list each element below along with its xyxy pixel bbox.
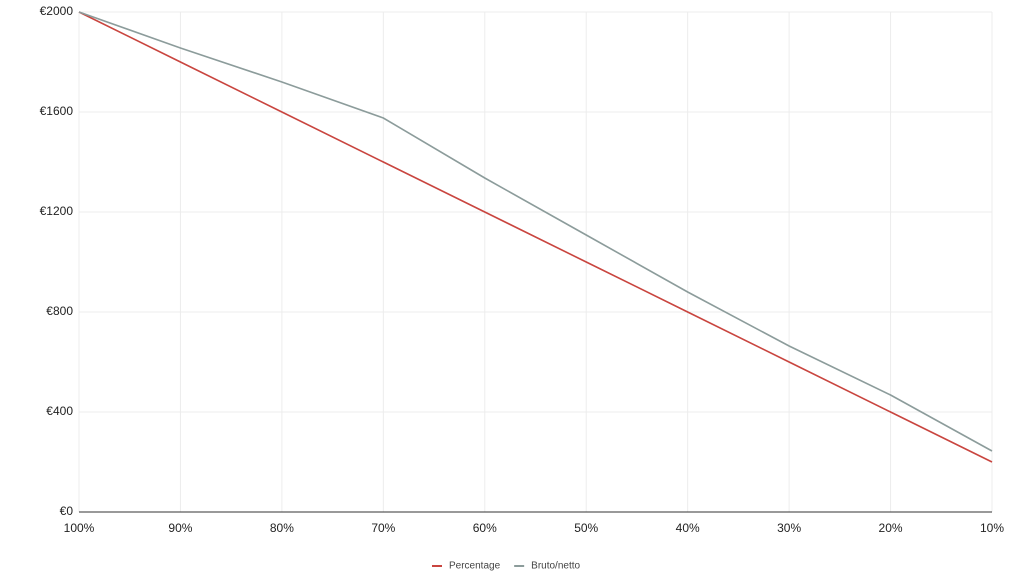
legend-label: Bruto/netto <box>531 561 580 572</box>
x-tick-label: 80% <box>270 521 294 535</box>
x-tick-label: 60% <box>473 521 497 535</box>
x-tick-label: 30% <box>777 521 801 535</box>
x-tick-label: 70% <box>371 521 395 535</box>
x-tick-label: 40% <box>676 521 700 535</box>
x-tick-label: 20% <box>879 521 903 535</box>
y-tick-label: €0 <box>60 504 74 518</box>
legend: Percentage Bruto/netto <box>432 561 581 572</box>
x-tick-label: 90% <box>168 521 192 535</box>
y-tick-label: €800 <box>46 304 73 318</box>
x-tick-label: 50% <box>574 521 598 535</box>
y-tick-label: €400 <box>46 404 73 418</box>
y-tick-label: €2000 <box>40 4 74 18</box>
x-tick-label: 10% <box>980 521 1004 535</box>
y-tick-label: €1600 <box>40 104 74 118</box>
y-tick-label: €1200 <box>40 204 74 218</box>
line-series <box>78 11 993 452</box>
x-tick-label: 100% <box>64 521 95 535</box>
legend-label: Percentage <box>449 561 501 572</box>
line-series <box>78 11 993 463</box>
